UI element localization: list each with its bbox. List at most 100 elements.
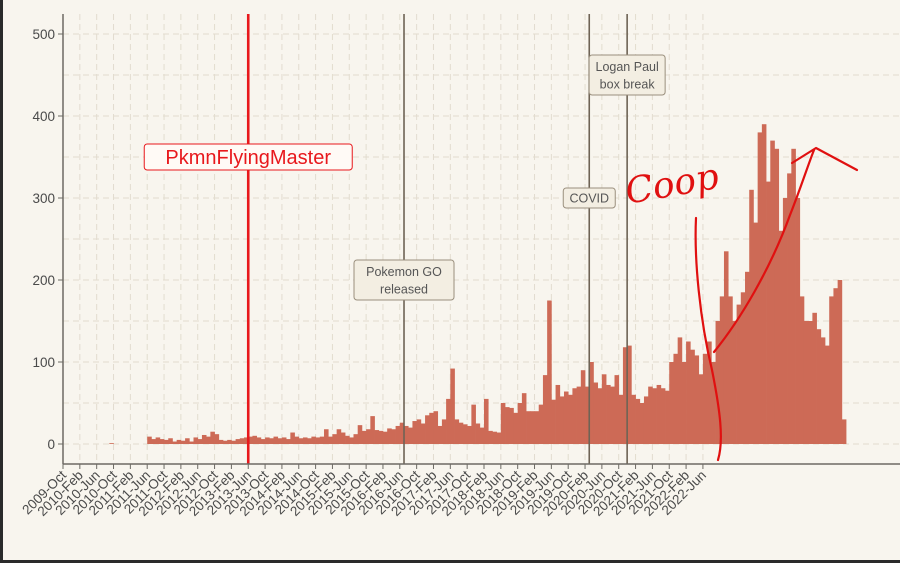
bar [307, 438, 312, 444]
bar [580, 370, 586, 444]
bar [505, 407, 510, 444]
event-label-text: Logan Paul [596, 60, 659, 74]
bar [290, 432, 295, 444]
bar [660, 388, 666, 444]
event-label-box [353, 259, 455, 301]
bar [345, 435, 350, 444]
bar [547, 300, 552, 444]
bar [458, 422, 464, 444]
bar [757, 132, 763, 444]
bar [770, 140, 775, 444]
event-label-text: box break [600, 77, 656, 91]
axes [58, 14, 900, 469]
bar [197, 439, 203, 444]
bar [222, 440, 228, 444]
bar [517, 403, 523, 444]
bar [471, 404, 476, 444]
bar [643, 396, 649, 444]
bar [328, 436, 333, 444]
event-label-text: COVID [569, 192, 609, 206]
bar [164, 439, 169, 444]
bar [454, 419, 460, 444]
bar [648, 386, 653, 444]
bar [408, 427, 413, 444]
bar [711, 362, 716, 444]
bar [766, 181, 771, 444]
bar [778, 230, 784, 444]
bar [572, 388, 577, 444]
bar [601, 374, 607, 444]
bar [416, 419, 422, 444]
bar [180, 440, 186, 444]
bar [244, 437, 249, 444]
bar [349, 437, 354, 444]
bar [484, 398, 489, 444]
y-tick-label: 200 [32, 273, 55, 288]
event-label-text: PkmnFlyingMaster [165, 147, 331, 169]
bar [159, 439, 165, 444]
bar [235, 439, 241, 444]
handwritten-arrow-shaft [712, 148, 816, 354]
bar [694, 355, 700, 444]
bar [820, 337, 826, 444]
bar [151, 439, 156, 444]
bar [425, 415, 430, 444]
x-tick-labels: 2009-Oct2010-Feb2010-Jun2010-Oct2011-Feb… [19, 467, 709, 519]
bar [218, 439, 224, 444]
bar [585, 386, 590, 444]
bar [298, 438, 304, 444]
bar [589, 362, 594, 444]
bar [538, 404, 544, 444]
bar [248, 436, 253, 444]
bar [526, 411, 531, 444]
event-label-box [143, 143, 353, 171]
bar [109, 443, 114, 444]
bar [496, 432, 502, 444]
bar [311, 436, 316, 444]
bar [736, 304, 742, 444]
bar [366, 429, 371, 444]
bar [698, 374, 704, 444]
bar [618, 394, 624, 444]
bar [479, 427, 485, 444]
bar [286, 439, 291, 444]
bar [446, 398, 451, 444]
bar [475, 423, 481, 444]
bar [336, 429, 342, 444]
bar [803, 321, 809, 444]
bar [745, 271, 750, 444]
bar [622, 347, 628, 444]
bar [210, 431, 215, 444]
bar [656, 384, 662, 444]
bar [239, 438, 245, 444]
y-tick-labels: 0 100 200 300 400 500 [32, 27, 55, 452]
bar [652, 388, 657, 444]
bar [378, 430, 384, 444]
bar [429, 412, 434, 444]
bar [353, 434, 359, 444]
bar [412, 421, 417, 444]
bar [753, 222, 758, 444]
bar [593, 382, 599, 444]
bar [728, 296, 733, 444]
bar [749, 189, 754, 444]
bar [559, 396, 565, 444]
bar [715, 321, 721, 444]
bar [669, 362, 674, 444]
bar [214, 434, 220, 444]
bar [563, 391, 569, 444]
y-tick-label: 300 [32, 191, 55, 206]
bar [761, 124, 767, 444]
bar [829, 296, 834, 444]
bar [260, 439, 266, 444]
bar [774, 148, 780, 445]
bar [168, 438, 173, 444]
bar [639, 403, 645, 444]
bar [437, 425, 443, 444]
handwritten-arrow-head [790, 146, 859, 172]
bar [732, 321, 737, 444]
bar [690, 349, 695, 444]
bar [294, 436, 300, 444]
event-label-box [562, 187, 616, 209]
